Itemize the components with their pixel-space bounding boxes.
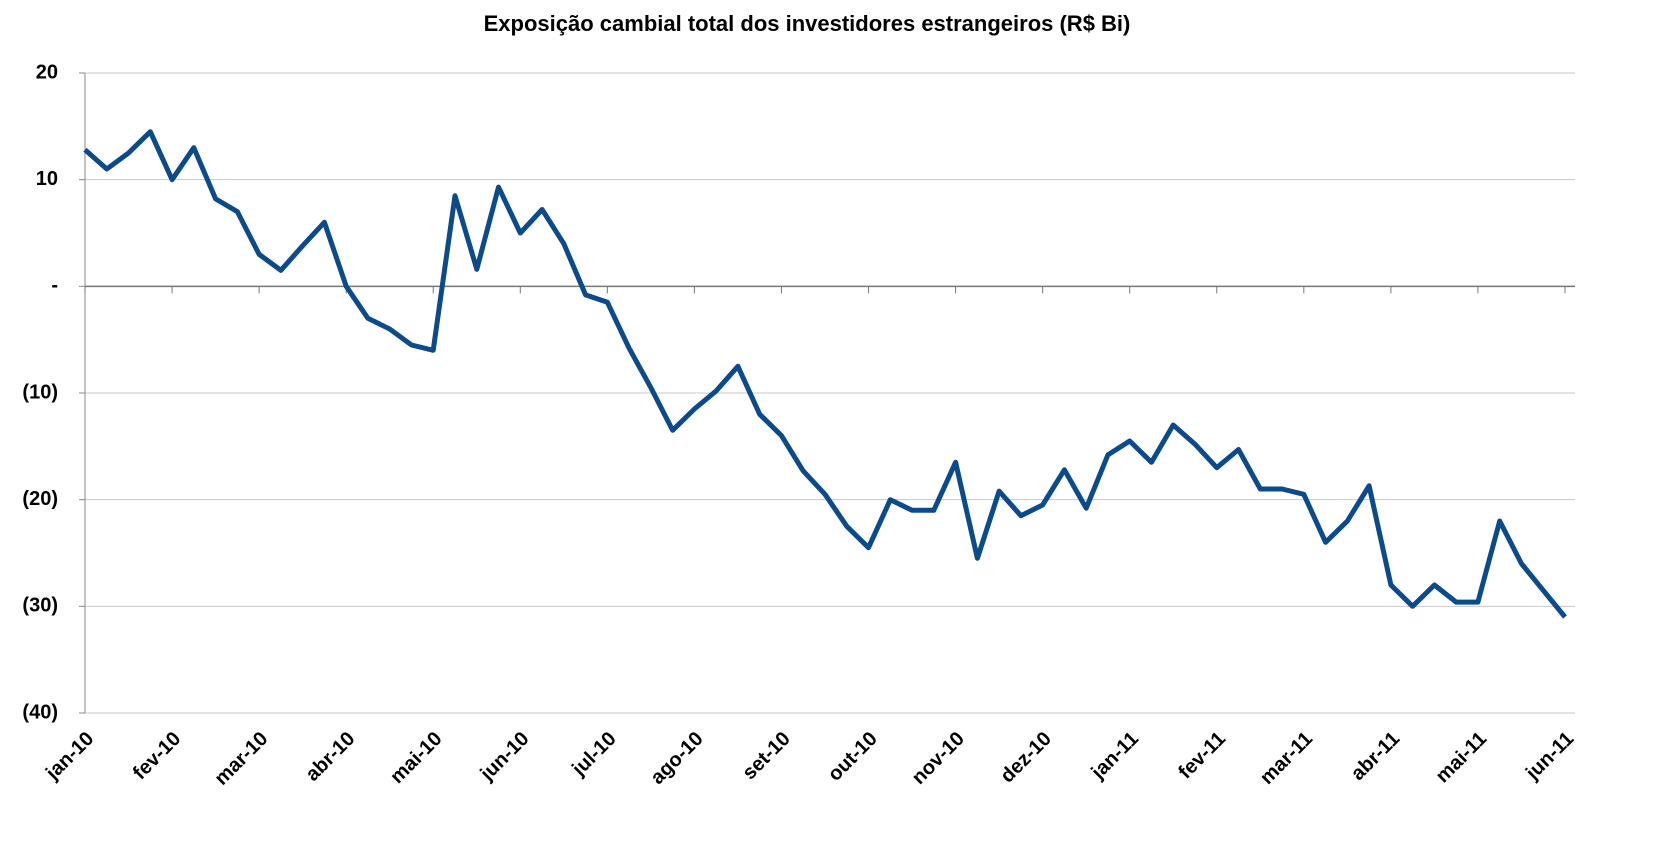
y-tick-label: -	[51, 275, 58, 297]
y-tick-label: 20	[36, 61, 58, 83]
x-tick-label: jul-10	[567, 728, 620, 781]
chart-title: Exposição cambial total dos investidores…	[484, 11, 1131, 36]
x-tick-label: fev-10	[129, 728, 185, 784]
x-tick-label: mar-11	[1256, 728, 1317, 789]
line-series	[83, 129, 1567, 619]
x-tick-label: jun-10	[476, 728, 534, 786]
y-tick-label: (30)	[22, 595, 58, 617]
x-tick-label: mai-11	[1432, 728, 1492, 788]
x-tick-label: dez-10	[996, 728, 1056, 788]
x-tick-label: abr-10	[301, 728, 359, 786]
x-tick-label: set-10	[738, 728, 794, 784]
x-tick-label: out-10	[824, 728, 882, 786]
y-tick-label: (40)	[22, 701, 58, 723]
x-tick-label: mar-10	[210, 728, 272, 790]
x-tick-label: mai-10	[386, 728, 446, 788]
x-tick-label: jun-11	[1521, 728, 1578, 785]
y-tick-label: 10	[36, 168, 58, 190]
x-tick-label: fev-11	[1174, 728, 1230, 784]
x-tick-label: nov-10	[908, 728, 969, 789]
x-tick-label: ago-10	[647, 728, 708, 789]
y-tick-label: (20)	[22, 488, 58, 510]
x-tick-label: jan-11	[1087, 728, 1143, 784]
y-tick-label: (10)	[22, 381, 58, 403]
x-tick-label: abr-11	[1347, 728, 1404, 785]
x-tick-label: jan-10	[41, 728, 98, 785]
